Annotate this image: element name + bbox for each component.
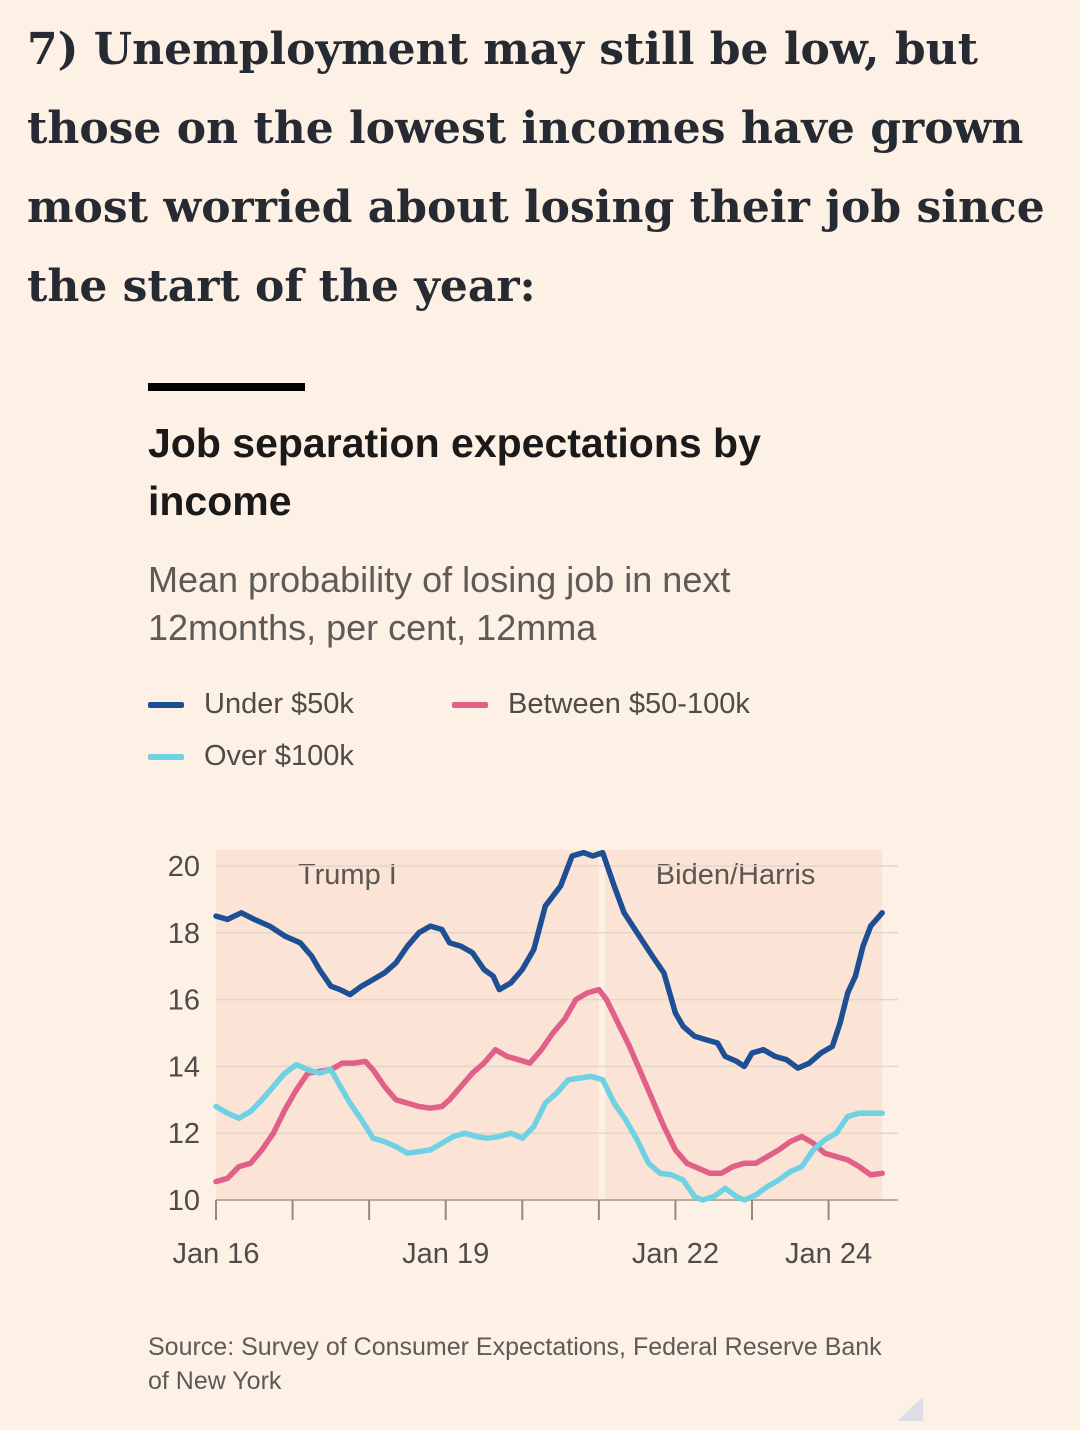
x-tick-label-1: Jan 19	[402, 1238, 489, 1270]
y-tick-label-10: 10	[168, 1185, 200, 1217]
y-tick-label-16: 16	[168, 985, 200, 1017]
y-tick-label-18: 18	[168, 918, 200, 950]
period-shade-0	[216, 850, 599, 1200]
legend-item-50-100k: Between $50-100k	[452, 688, 750, 721]
chart-subtitle: Mean probability of losing job in next 1…	[148, 559, 731, 648]
legend-item-under-50k: Under $50k	[148, 688, 354, 721]
legend-label-under-50k: Under $50k	[204, 688, 354, 720]
chart-legend: Under $50k Between $50-100k Over $100k	[148, 680, 908, 790]
chart-accent-bar	[148, 383, 305, 391]
series-line-0	[213, 849, 885, 1071]
legend-swatch-over-100k	[148, 753, 184, 760]
y-tick-label-14: 14	[168, 1051, 200, 1083]
legend-swatch-under-50k	[148, 701, 184, 708]
legend-swatch-50-100k	[452, 701, 488, 708]
period-label-1: Biden/Harris	[656, 859, 816, 891]
chart-title: Job separation expectations by income	[148, 420, 761, 524]
y-tick-label-12: 12	[168, 1118, 200, 1150]
line-chart: Trump I Biden/Harris 10 12 14 16 18 20 Jan 16 Jan…	[168, 849, 898, 1270]
period-shade-1	[604, 850, 883, 1200]
period-label-0: Trump I	[298, 859, 397, 891]
legend-item-over-100k: Over $100k	[148, 740, 354, 773]
legend-label-50-100k: Between $50-100k	[508, 688, 750, 720]
x-tick-label-2: Jan 22	[632, 1238, 719, 1270]
legend-label-over-100k: Over $100k	[204, 740, 354, 772]
x-tick-label-0: Jan 16	[172, 1238, 259, 1270]
resize-corner-icon	[897, 1397, 923, 1421]
y-tick-label-20: 20	[168, 851, 200, 883]
chart-source: Source: Survey of Consumer Expectations,…	[148, 1333, 882, 1395]
x-tick-label-3: Jan 24	[785, 1238, 872, 1270]
series-line-2	[213, 1061, 885, 1203]
article-headline: 7) Unemployment may still be low, but th…	[27, 24, 1045, 312]
